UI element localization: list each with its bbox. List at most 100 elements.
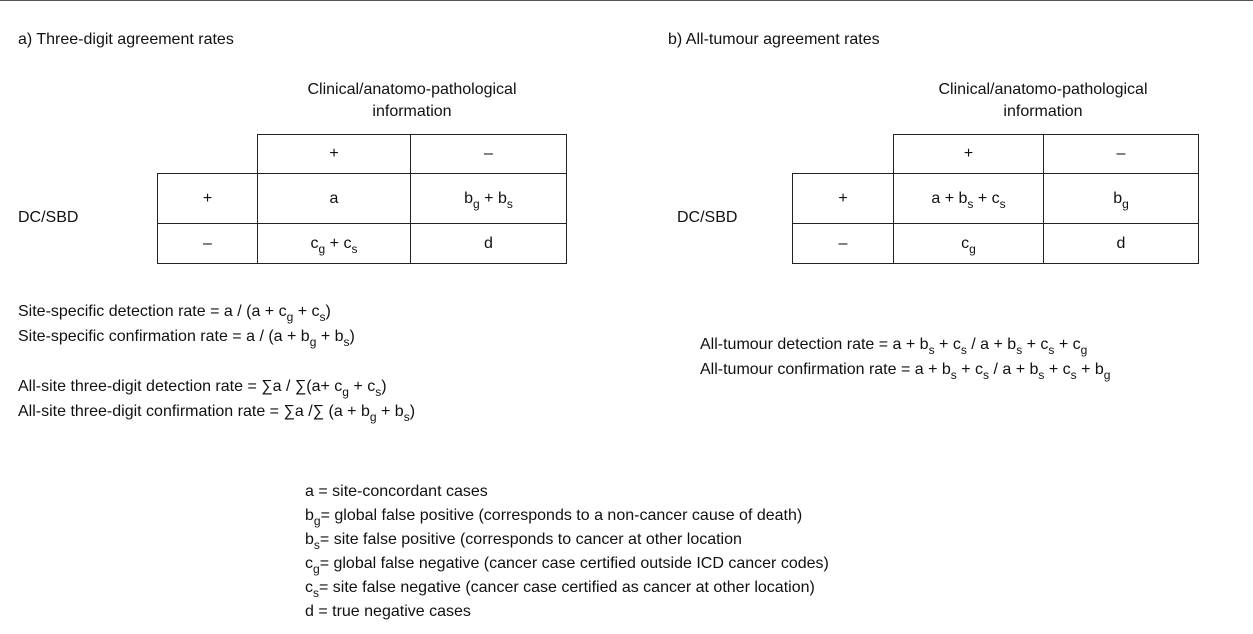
text-run: All-tumour detection rate = a + b xyxy=(700,336,929,353)
text-run: ) xyxy=(409,403,416,420)
subscript: s xyxy=(343,335,350,349)
text-run: b xyxy=(305,507,314,524)
formula: All-site three-digit detection rate = ∑a… xyxy=(18,378,387,399)
text-run: All-site three-digit confirmation rate =… xyxy=(18,403,370,420)
text-run: b xyxy=(305,531,314,548)
cell-text: d xyxy=(484,235,493,253)
table-cell: cg + cs xyxy=(257,223,411,264)
cell-text: a + bs + cs xyxy=(931,189,1006,211)
row-label-cell: – xyxy=(792,223,894,264)
table-header-cell: – xyxy=(410,134,567,174)
text-run: + c xyxy=(1022,336,1049,353)
panel-heading: a) Three-digit agreement rates xyxy=(18,31,234,48)
subscript: s xyxy=(403,410,410,424)
row-header: DC/SBD xyxy=(18,209,79,226)
formula: Site-specific confirmation rate = a / (a… xyxy=(18,328,355,349)
text-run: + c xyxy=(956,361,984,378)
table-header-cell: + xyxy=(257,134,411,174)
subscript: s xyxy=(999,196,1006,211)
text-run: + b xyxy=(479,189,507,207)
text-run: / a + b xyxy=(989,361,1039,378)
row-label-cell: – xyxy=(157,223,258,264)
cell-text: cg xyxy=(961,234,976,256)
text-run: a = site-concordant cases xyxy=(305,483,488,500)
text-run: a xyxy=(329,189,339,207)
subscript: s xyxy=(928,343,935,357)
cell-text: bg xyxy=(1113,190,1129,211)
subscript: s xyxy=(319,310,326,324)
text-run: + c xyxy=(325,234,352,252)
subscript: s xyxy=(506,196,513,211)
formula: Site-specific detection rate = a / (a + … xyxy=(18,303,331,324)
cell-text: bg + bs xyxy=(464,189,513,211)
text-run: All-tumour confirmation rate = a + b xyxy=(700,361,951,378)
text-run: c xyxy=(305,579,313,596)
text-run: + c xyxy=(348,378,376,395)
formula: All-tumour confirmation rate = a + bs + … xyxy=(700,361,1110,382)
legend-entry: d = true negative cases xyxy=(305,603,471,621)
formula: All-tumour detection rate = a + bs + cs … xyxy=(700,336,1088,357)
legend-entry: bs= site false positive (corresponds to … xyxy=(305,531,742,552)
cell-text: a xyxy=(330,190,339,208)
text-run: ) xyxy=(325,303,331,320)
text-run: = global false negative (cancer case cer… xyxy=(319,555,829,572)
subscript: s xyxy=(1038,368,1045,382)
formula: All-site three-digit confirmation rate =… xyxy=(18,403,416,424)
text-run: All-site three-digit detection rate = ∑a… xyxy=(18,378,343,395)
text-run: = site false negative (cancer case certi… xyxy=(319,579,815,596)
text-run: ) xyxy=(381,378,387,395)
text-run: a + b xyxy=(931,189,968,207)
text-run: c xyxy=(961,234,970,252)
text-run: / a + b xyxy=(966,336,1017,353)
text-run: + c xyxy=(293,303,320,320)
table-cell: cg xyxy=(893,223,1044,264)
text-run: + c xyxy=(934,336,961,353)
subscript: s xyxy=(1048,343,1055,357)
subscript: s xyxy=(967,196,974,211)
subscript: s xyxy=(983,368,990,382)
subscript: g xyxy=(286,310,294,324)
cell-text: d xyxy=(1117,235,1126,253)
text-run: Site-specific confirmation rate = a / (a… xyxy=(18,328,310,345)
text-run: c xyxy=(310,234,319,252)
text-run: + c xyxy=(1044,361,1071,378)
text-run: d xyxy=(1116,234,1126,252)
column-header-line: information xyxy=(372,103,452,120)
table-cell: a xyxy=(257,173,411,224)
text-run: c xyxy=(305,555,313,572)
legend-entry: bg= global false positive (corresponds t… xyxy=(305,507,803,528)
subscript: s xyxy=(950,368,957,382)
column-header-line: Clinical/anatomo-pathological xyxy=(307,81,517,98)
subscript: s xyxy=(375,385,382,399)
text-run: = global false positive (corresponds to … xyxy=(320,507,803,524)
legend-entry: a = site-concordant cases xyxy=(305,483,488,501)
column-header: Clinical/anatomo-pathological information xyxy=(252,79,572,123)
text-run: + b xyxy=(376,403,404,420)
text-run: + b xyxy=(1076,361,1104,378)
text-run: d = true negative cases xyxy=(305,603,471,620)
subscript: g xyxy=(473,196,480,211)
text-run: Site-specific detection rate = a / (a + … xyxy=(18,303,287,320)
text-run: = site false positive (corresponds to ca… xyxy=(319,531,742,548)
column-header-line: Clinical/anatomo-pathological xyxy=(938,81,1148,98)
subscript: g xyxy=(1080,343,1088,357)
table-cell: bg + bs xyxy=(410,173,567,224)
subscript: g xyxy=(318,241,326,256)
subscript: s xyxy=(960,343,967,357)
row-label-cell: + xyxy=(157,173,258,224)
table-cell: d xyxy=(1043,223,1199,264)
text-run: b xyxy=(464,189,474,207)
row-label-cell: + xyxy=(792,173,894,224)
table-header-cell: + xyxy=(893,134,1044,174)
subscript: g xyxy=(369,410,377,424)
subscript: g xyxy=(309,335,317,349)
subscript: s xyxy=(1016,343,1023,357)
column-header: Clinical/anatomo-pathological information xyxy=(883,79,1203,123)
panel-heading: b) All-tumour agreement rates xyxy=(668,31,880,48)
text-run: d xyxy=(484,234,493,252)
subscript: s xyxy=(313,538,320,552)
subscript: g xyxy=(313,514,321,528)
subscript: g xyxy=(969,241,976,256)
table-header-cell: – xyxy=(1043,134,1199,174)
